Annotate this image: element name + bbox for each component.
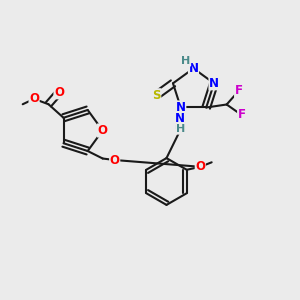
Text: F: F [235,85,243,98]
Text: H: H [182,56,190,66]
Text: N: N [175,112,185,125]
Text: O: O [29,92,39,105]
Text: N: N [209,77,219,90]
Text: O: O [54,86,64,99]
Text: F: F [238,109,246,122]
Text: N: N [188,62,199,75]
Text: O: O [110,154,120,166]
Text: O: O [195,160,205,173]
Text: N: N [176,101,186,114]
Text: O: O [98,124,108,137]
Text: S: S [152,89,161,102]
Text: H: H [176,124,185,134]
